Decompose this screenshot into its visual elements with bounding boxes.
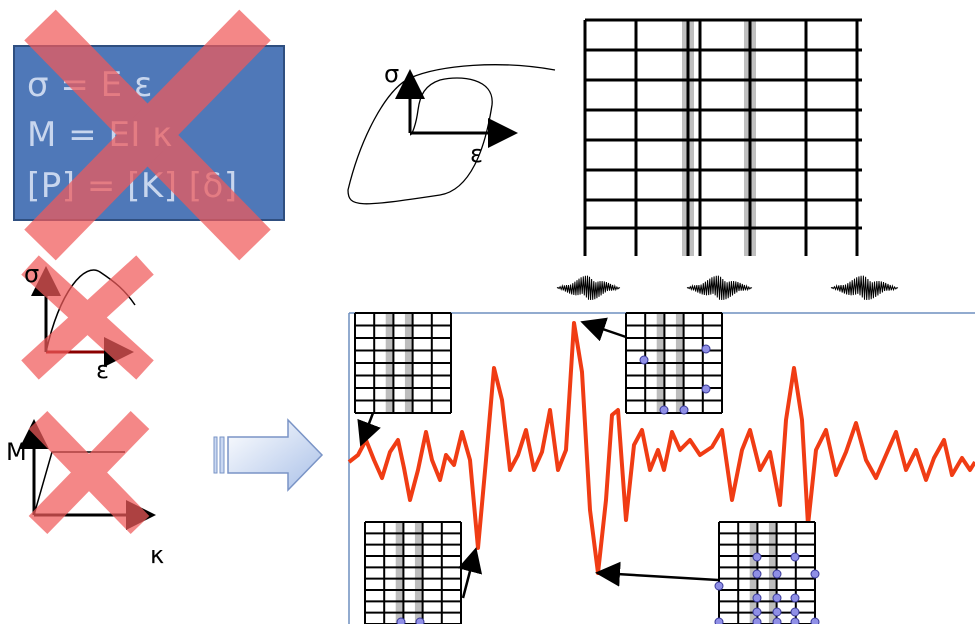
plastic-hinge-icon: [790, 593, 800, 603]
building-frame: [583, 18, 862, 256]
plastic-hinge-icon: [714, 581, 724, 591]
plastic-hinge-icon: [790, 617, 800, 624]
moment-x-label: κ: [150, 541, 165, 569]
hysteresis-y-label: σ: [384, 60, 400, 88]
plastic-hinge-icon: [752, 617, 762, 624]
moment-y-label: M: [6, 438, 27, 466]
plastic-hinge-icon: [772, 569, 782, 579]
callout-arrows: [357, 317, 719, 599]
frame-snapshot: [625, 312, 723, 415]
plastic-hinge-icon: [772, 593, 782, 603]
block-arrow-right-icon: [213, 418, 324, 492]
hysteresis-x-label: ε: [470, 140, 483, 168]
material-y-label: σ: [24, 260, 40, 288]
response-history-curve: [347, 321, 975, 575]
plastic-hinge-icon: [415, 617, 425, 624]
plastic-hinge-icon: [790, 607, 800, 617]
plastic-hinge-icon: [810, 569, 820, 579]
hysteresis-plot: [347, 64, 556, 205]
ground-motion-icons: [556, 275, 899, 301]
frame-snapshot: [354, 312, 452, 414]
moment-curvature-cross-icon: [28, 410, 150, 535]
plastic-hinge-icon: [659, 405, 669, 415]
plastic-hinge-icon: [396, 617, 406, 624]
frame-snapshot: [364, 521, 462, 624]
plastic-hinge-icon: [772, 617, 782, 624]
plastic-hinge-icon: [752, 569, 762, 579]
plastic-hinge-icon: [679, 405, 689, 415]
seismogram-icon: [556, 275, 621, 301]
seismogram-icon: [686, 275, 753, 301]
material-x-label: ε: [96, 356, 109, 384]
plastic-hinge-icon: [701, 344, 711, 354]
seismogram-icon: [830, 275, 899, 301]
plastic-hinge-icon: [790, 552, 800, 562]
plastic-hinge-icon: [752, 552, 762, 562]
plastic-hinge-icon: [810, 617, 820, 624]
plastic-hinge-icon: [772, 607, 782, 617]
plastic-hinge-icon: [752, 593, 762, 603]
frame-snapshot: [714, 521, 820, 624]
plastic-hinge-icon: [639, 355, 649, 365]
stress-strain-cross-icon: [21, 255, 154, 380]
plastic-hinge-icon: [701, 384, 711, 394]
equation-cross-icon: [24, 9, 271, 261]
plastic-hinge-icon: [752, 607, 762, 617]
plastic-hinge-icon: [714, 617, 724, 624]
